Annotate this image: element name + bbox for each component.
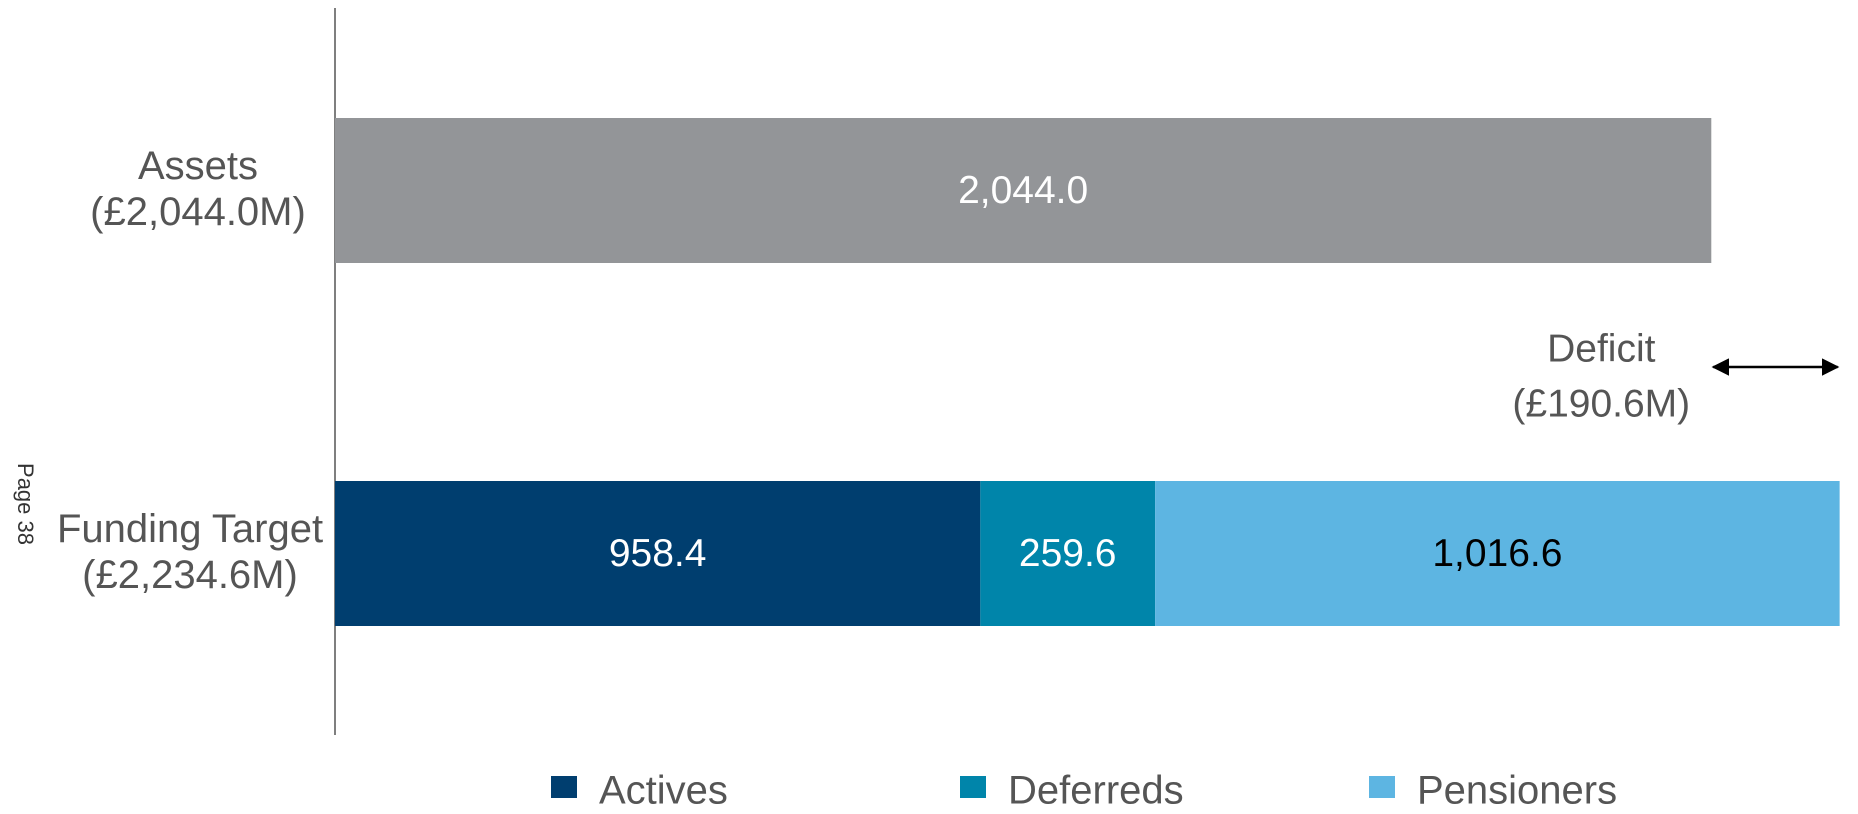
value-label: 259.6 bbox=[1019, 532, 1117, 575]
bar-segment bbox=[335, 481, 981, 626]
legend-swatch bbox=[960, 776, 986, 798]
legend-label: Pensioners bbox=[1417, 769, 1617, 813]
category-label: (£2,044.0M) bbox=[90, 190, 306, 234]
category-label: (£2,234.6M) bbox=[82, 553, 298, 597]
value-label: 1,016.6 bbox=[1432, 532, 1562, 575]
bar-segment bbox=[980, 481, 1156, 626]
annotation: Deficit bbox=[1547, 327, 1656, 370]
bar-segment bbox=[335, 118, 1712, 263]
legend-swatch bbox=[1369, 776, 1395, 798]
value-label: 958.4 bbox=[609, 532, 707, 575]
legend-label: Deferreds bbox=[1008, 769, 1184, 813]
category-label: Funding Target bbox=[57, 507, 323, 551]
annotation: (£190.6M) bbox=[1512, 382, 1690, 425]
category-label: Assets bbox=[138, 144, 258, 188]
legend-swatch bbox=[551, 776, 577, 798]
page-number: Page 38 bbox=[13, 463, 38, 545]
bar-segment bbox=[1155, 481, 1840, 626]
value-label: 2,044.0 bbox=[958, 169, 1088, 212]
legend-label: Actives bbox=[599, 769, 728, 813]
